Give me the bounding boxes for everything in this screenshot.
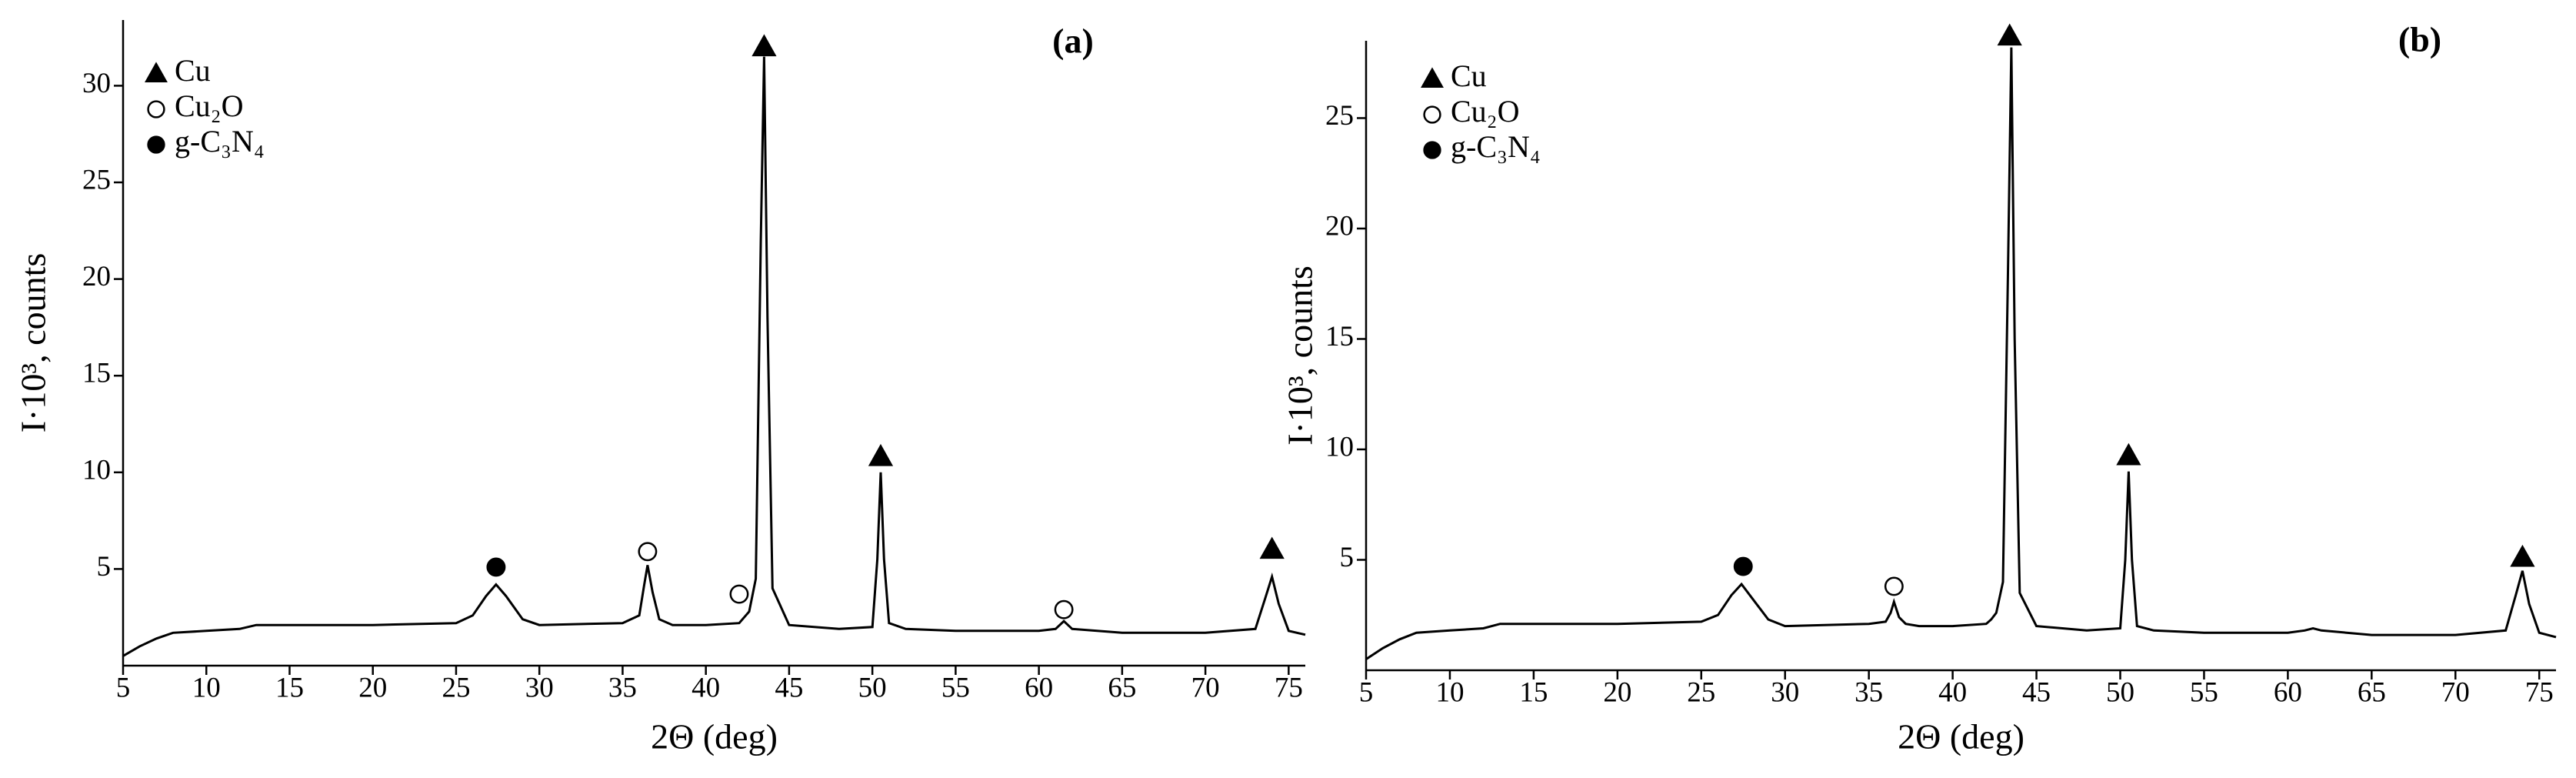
peak-marker — [868, 443, 894, 466]
data-line — [122, 56, 1306, 657]
legend-symbol — [1423, 105, 1441, 124]
legend-label: Cu₂O — [175, 88, 244, 123]
x-tick-label: 15 — [1519, 676, 1548, 708]
x-tick-label: 30 — [525, 672, 554, 703]
x-tick-label: 45 — [775, 672, 803, 703]
x-axis-label: 2Θ (deg) — [651, 717, 778, 756]
legend-symbol — [145, 62, 168, 83]
y-tick-label: 15 — [1325, 321, 1354, 352]
x-axis-label: 2Θ (deg) — [1898, 717, 2024, 756]
y-tick-label: 20 — [82, 261, 111, 292]
legend-label: Cu₂O — [1451, 94, 1520, 129]
x-tick-label: 15 — [275, 672, 304, 703]
x-tick-label: 65 — [1108, 672, 1136, 703]
x-tick-label: 30 — [1771, 676, 1799, 708]
peak-marker — [1733, 556, 1753, 576]
panel-label: (a) — [1052, 22, 1094, 61]
legend-symbol — [147, 135, 165, 154]
x-tick-label: 65 — [2358, 676, 2386, 708]
legend-symbol — [1421, 67, 1444, 88]
y-tick-label: 5 — [97, 551, 112, 583]
x-tick-label: 20 — [358, 672, 387, 703]
x-tick-label: 10 — [1435, 676, 1464, 708]
x-tick-label: 35 — [1855, 676, 1883, 708]
data-line — [1365, 47, 2557, 660]
x-tick-label: 50 — [858, 672, 887, 703]
x-tick-label: 70 — [1191, 672, 1220, 703]
x-tick-label: 75 — [1275, 672, 1303, 703]
x-tick-label: 35 — [608, 672, 637, 703]
peak-marker — [2510, 544, 2535, 567]
legend-label: g-C₃N₄ — [175, 124, 265, 159]
peak-marker — [638, 542, 658, 562]
x-tick-label: 55 — [2190, 676, 2218, 708]
y-axis-label: I·10³, counts — [14, 253, 53, 433]
x-tick-label: 5 — [1359, 676, 1374, 708]
peak-marker — [486, 557, 506, 577]
x-tick-label: 40 — [691, 672, 720, 703]
peak-marker — [1259, 536, 1285, 559]
legend-label: g-C₃N₄ — [1451, 129, 1541, 164]
peak-marker — [1054, 599, 1074, 619]
peak-marker — [2116, 442, 2141, 466]
legend-symbol — [147, 100, 165, 119]
x-tick-label: 25 — [1687, 676, 1715, 708]
x-tick-label: 45 — [2022, 676, 2051, 708]
x-tick-label: 70 — [2441, 676, 2470, 708]
y-tick-label: 20 — [1325, 210, 1354, 242]
peak-marker — [729, 584, 749, 604]
y-tick-label: 25 — [1325, 100, 1354, 132]
x-tick-label: 55 — [941, 672, 970, 703]
x-tick-label: 25 — [442, 672, 470, 703]
y-tick-label: 30 — [82, 68, 111, 99]
x-tick-label: 5 — [116, 672, 131, 703]
peak-marker — [751, 34, 777, 57]
x-tick-label: 50 — [2106, 676, 2134, 708]
x-tick-label: 60 — [2274, 676, 2302, 708]
legend-label: Cu — [175, 53, 211, 88]
legend-symbol — [1423, 141, 1441, 159]
x-tick-label: 10 — [192, 672, 221, 703]
x-tick-label: 40 — [1938, 676, 1967, 708]
panel-label: (b) — [2398, 20, 2441, 59]
y-tick-label: 25 — [82, 164, 111, 195]
x-tick-label: 60 — [1025, 672, 1053, 703]
x-tick-label: 75 — [2525, 676, 2554, 708]
y-tick-label: 10 — [1325, 431, 1354, 462]
legend-label: Cu — [1451, 58, 1487, 93]
y-tick-label: 15 — [82, 358, 111, 389]
y-axis-label: I·10³, counts — [1281, 265, 1320, 446]
peak-marker — [1997, 23, 2022, 46]
x-tick-label: 20 — [1603, 676, 1631, 708]
peak-marker — [1884, 576, 1904, 596]
y-tick-label: 10 — [82, 454, 111, 486]
y-tick-label: 5 — [1340, 542, 1355, 573]
